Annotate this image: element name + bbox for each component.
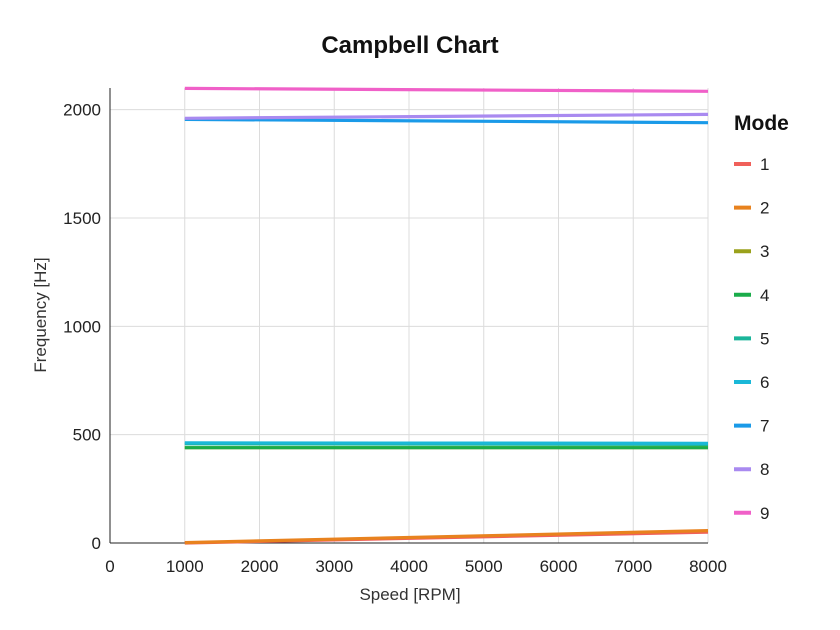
series-line-mode-9 [184,86,709,93]
x-tick-label: 3000 [315,557,353,576]
x-tick-label: 8000 [689,557,727,576]
series-line-mode-2 [184,529,709,545]
x-tick-label: 4000 [390,557,428,576]
y-tick-label: 500 [73,426,101,445]
axes: 0 1000 2000 3000 4000 5000 6000 7000 8000 0 500 100… [63,88,727,576]
legend-label: 7 [760,417,769,436]
legend-label: 8 [760,460,769,479]
legend-label: 1 [760,155,769,174]
x-tick-label: 0 [105,557,114,576]
legend-items: 1 2 3 4 5 6 7 8 9 [734,155,769,523]
y-tick-label: 0 [92,534,101,553]
legend-label: 6 [760,373,769,392]
y-axis-title: Frequency [Hz] [31,257,50,372]
series-line-mode-7 [184,117,709,125]
legend-label: 5 [760,329,769,348]
x-tick-label: 2000 [241,557,279,576]
legend-title: Mode [734,112,789,135]
chart-title: Campbell Chart [321,32,498,59]
legend-label: 9 [760,504,769,523]
y-tick-label: 1000 [63,317,101,336]
grid [110,88,709,543]
legend-label: 4 [760,286,769,305]
series-line-mode-8 [184,112,709,120]
x-tick-label: 1000 [166,557,204,576]
legend-label: 2 [760,199,769,218]
x-tick-label: 5000 [465,557,503,576]
x-axis-title: Speed [RPM] [359,585,460,604]
legend-label: 3 [760,242,769,261]
y-tick-label: 2000 [63,101,101,120]
x-tick-label: 7000 [614,557,652,576]
y-tick-label: 1500 [63,209,101,228]
series-lines [184,86,709,545]
x-tick-label: 6000 [540,557,578,576]
legend: Mode 1 2 3 4 5 6 7 8 9 [734,112,789,523]
